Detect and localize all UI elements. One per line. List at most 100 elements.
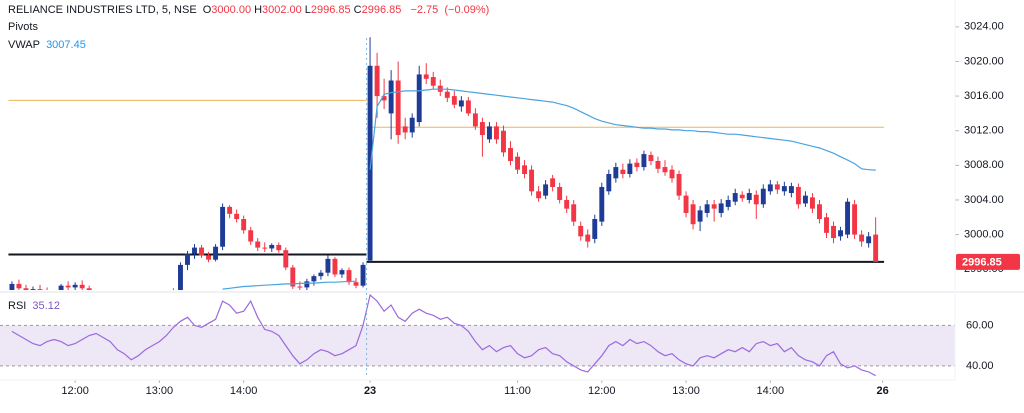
candle-body: [845, 201, 851, 235]
candle-body: [571, 204, 577, 222]
vwap-legend: VWAP 3007.45: [8, 38, 89, 52]
candle-body: [824, 217, 829, 233]
candle-body: [339, 270, 345, 275]
candle-body: [613, 167, 619, 179]
candle-body: [255, 241, 261, 248]
candle-body: [732, 193, 738, 202]
candle-body: [802, 195, 808, 204]
candle-body: [332, 258, 338, 275]
candle-body: [262, 247, 268, 249]
x-tick-label: 14:00: [230, 385, 258, 397]
y-tick-label: 3004.00: [964, 194, 1004, 206]
candle-body: [655, 161, 661, 169]
candle-body: [760, 188, 766, 205]
candle-body: [550, 178, 556, 187]
candle-body: [669, 169, 675, 179]
candle-body: [781, 186, 787, 192]
y-tick-label: 3012.00: [964, 125, 1004, 137]
candle-body: [817, 204, 822, 220]
candle-body: [774, 184, 780, 190]
pivots-name: Pivots: [8, 21, 38, 33]
candle-body: [16, 283, 22, 289]
candle-body: [164, 293, 169, 299]
candle-body: [501, 130, 506, 153]
candle-body: [220, 206, 226, 247]
candle-body: [290, 267, 296, 287]
candle-body: [430, 77, 436, 86]
candle-body: [72, 284, 78, 288]
rsi-value: 35.12: [32, 300, 60, 312]
candle-body: [269, 244, 275, 249]
rsi-legend: RSI 35.12: [8, 299, 63, 313]
candle-body: [150, 295, 155, 302]
x-tick-label: 14:00: [757, 385, 785, 397]
candle-body: [746, 193, 752, 200]
candle-body: [374, 65, 380, 97]
candle-body: [276, 244, 282, 251]
candle-body: [465, 100, 471, 114]
candle-body: [206, 255, 212, 260]
candle-body: [444, 91, 450, 98]
candle-body: [697, 210, 703, 222]
candle-body: [486, 126, 492, 140]
x-tick-label: 13:00: [672, 385, 700, 397]
candle-body: [634, 162, 640, 168]
candle-body: [192, 247, 197, 254]
candle-body: [515, 156, 520, 170]
candle-body: [739, 194, 745, 199]
candle-body: [704, 204, 710, 213]
candle-body: [472, 113, 478, 127]
candle-body: [522, 165, 528, 174]
candle-body: [409, 117, 415, 133]
candle-body: [683, 195, 689, 213]
ohlc-value: 2996.85: [310, 4, 351, 16]
vwap-line: [222, 88, 876, 290]
ohlc-key: L: [304, 4, 311, 16]
candle-body: [479, 122, 485, 136]
vwap-value: 3007.45: [46, 39, 86, 51]
candle-body: [809, 197, 815, 209]
candle-body: [873, 234, 879, 262]
candle-body: [248, 230, 254, 242]
candle-body: [234, 213, 240, 220]
pivots-legend: Pivots: [8, 20, 41, 34]
candle-body: [94, 293, 99, 296]
candle-body: [65, 285, 71, 288]
candle-body: [353, 282, 359, 286]
candle-body: [627, 163, 633, 174]
ohlc-value: 3000.00: [211, 4, 252, 16]
candle-body: [423, 74, 429, 79]
y-tick-label: 3000.00: [964, 229, 1004, 241]
candle-body: [606, 174, 612, 192]
candle-body: [451, 96, 457, 105]
candle-body: [866, 236, 872, 244]
candle-body: [641, 154, 647, 168]
x-tick-label: 11:00: [504, 385, 531, 397]
candle-body: [838, 230, 843, 237]
candle-body: [508, 148, 513, 162]
candle-body: [367, 65, 373, 261]
candle-body: [402, 126, 408, 133]
candle-body: [395, 80, 401, 136]
candle-body: [543, 184, 549, 196]
candle-body: [9, 283, 15, 290]
candle-body: [648, 154, 654, 162]
candle-body: [115, 299, 120, 303]
candle-body: [585, 234, 591, 242]
candle-body: [620, 169, 626, 174]
candle-body: [346, 270, 352, 283]
candle-body: [753, 194, 759, 205]
ohlc-key: O: [202, 4, 212, 16]
candle-body: [318, 272, 324, 277]
y-tick-label: 3020.00: [964, 55, 1004, 67]
candle-body: [79, 284, 85, 289]
last-price-label: 2996.85: [962, 256, 1002, 268]
candle-body: [23, 288, 29, 290]
symbol: RELIANCE INDUSTRIES LTD, 5, NSE: [8, 4, 197, 16]
y-tick-label: 3008.00: [964, 159, 1004, 171]
price-pane: [8, 37, 885, 303]
rsi-tick-label: 60.00: [966, 319, 994, 331]
change-pct: (−0.09%): [444, 4, 490, 16]
